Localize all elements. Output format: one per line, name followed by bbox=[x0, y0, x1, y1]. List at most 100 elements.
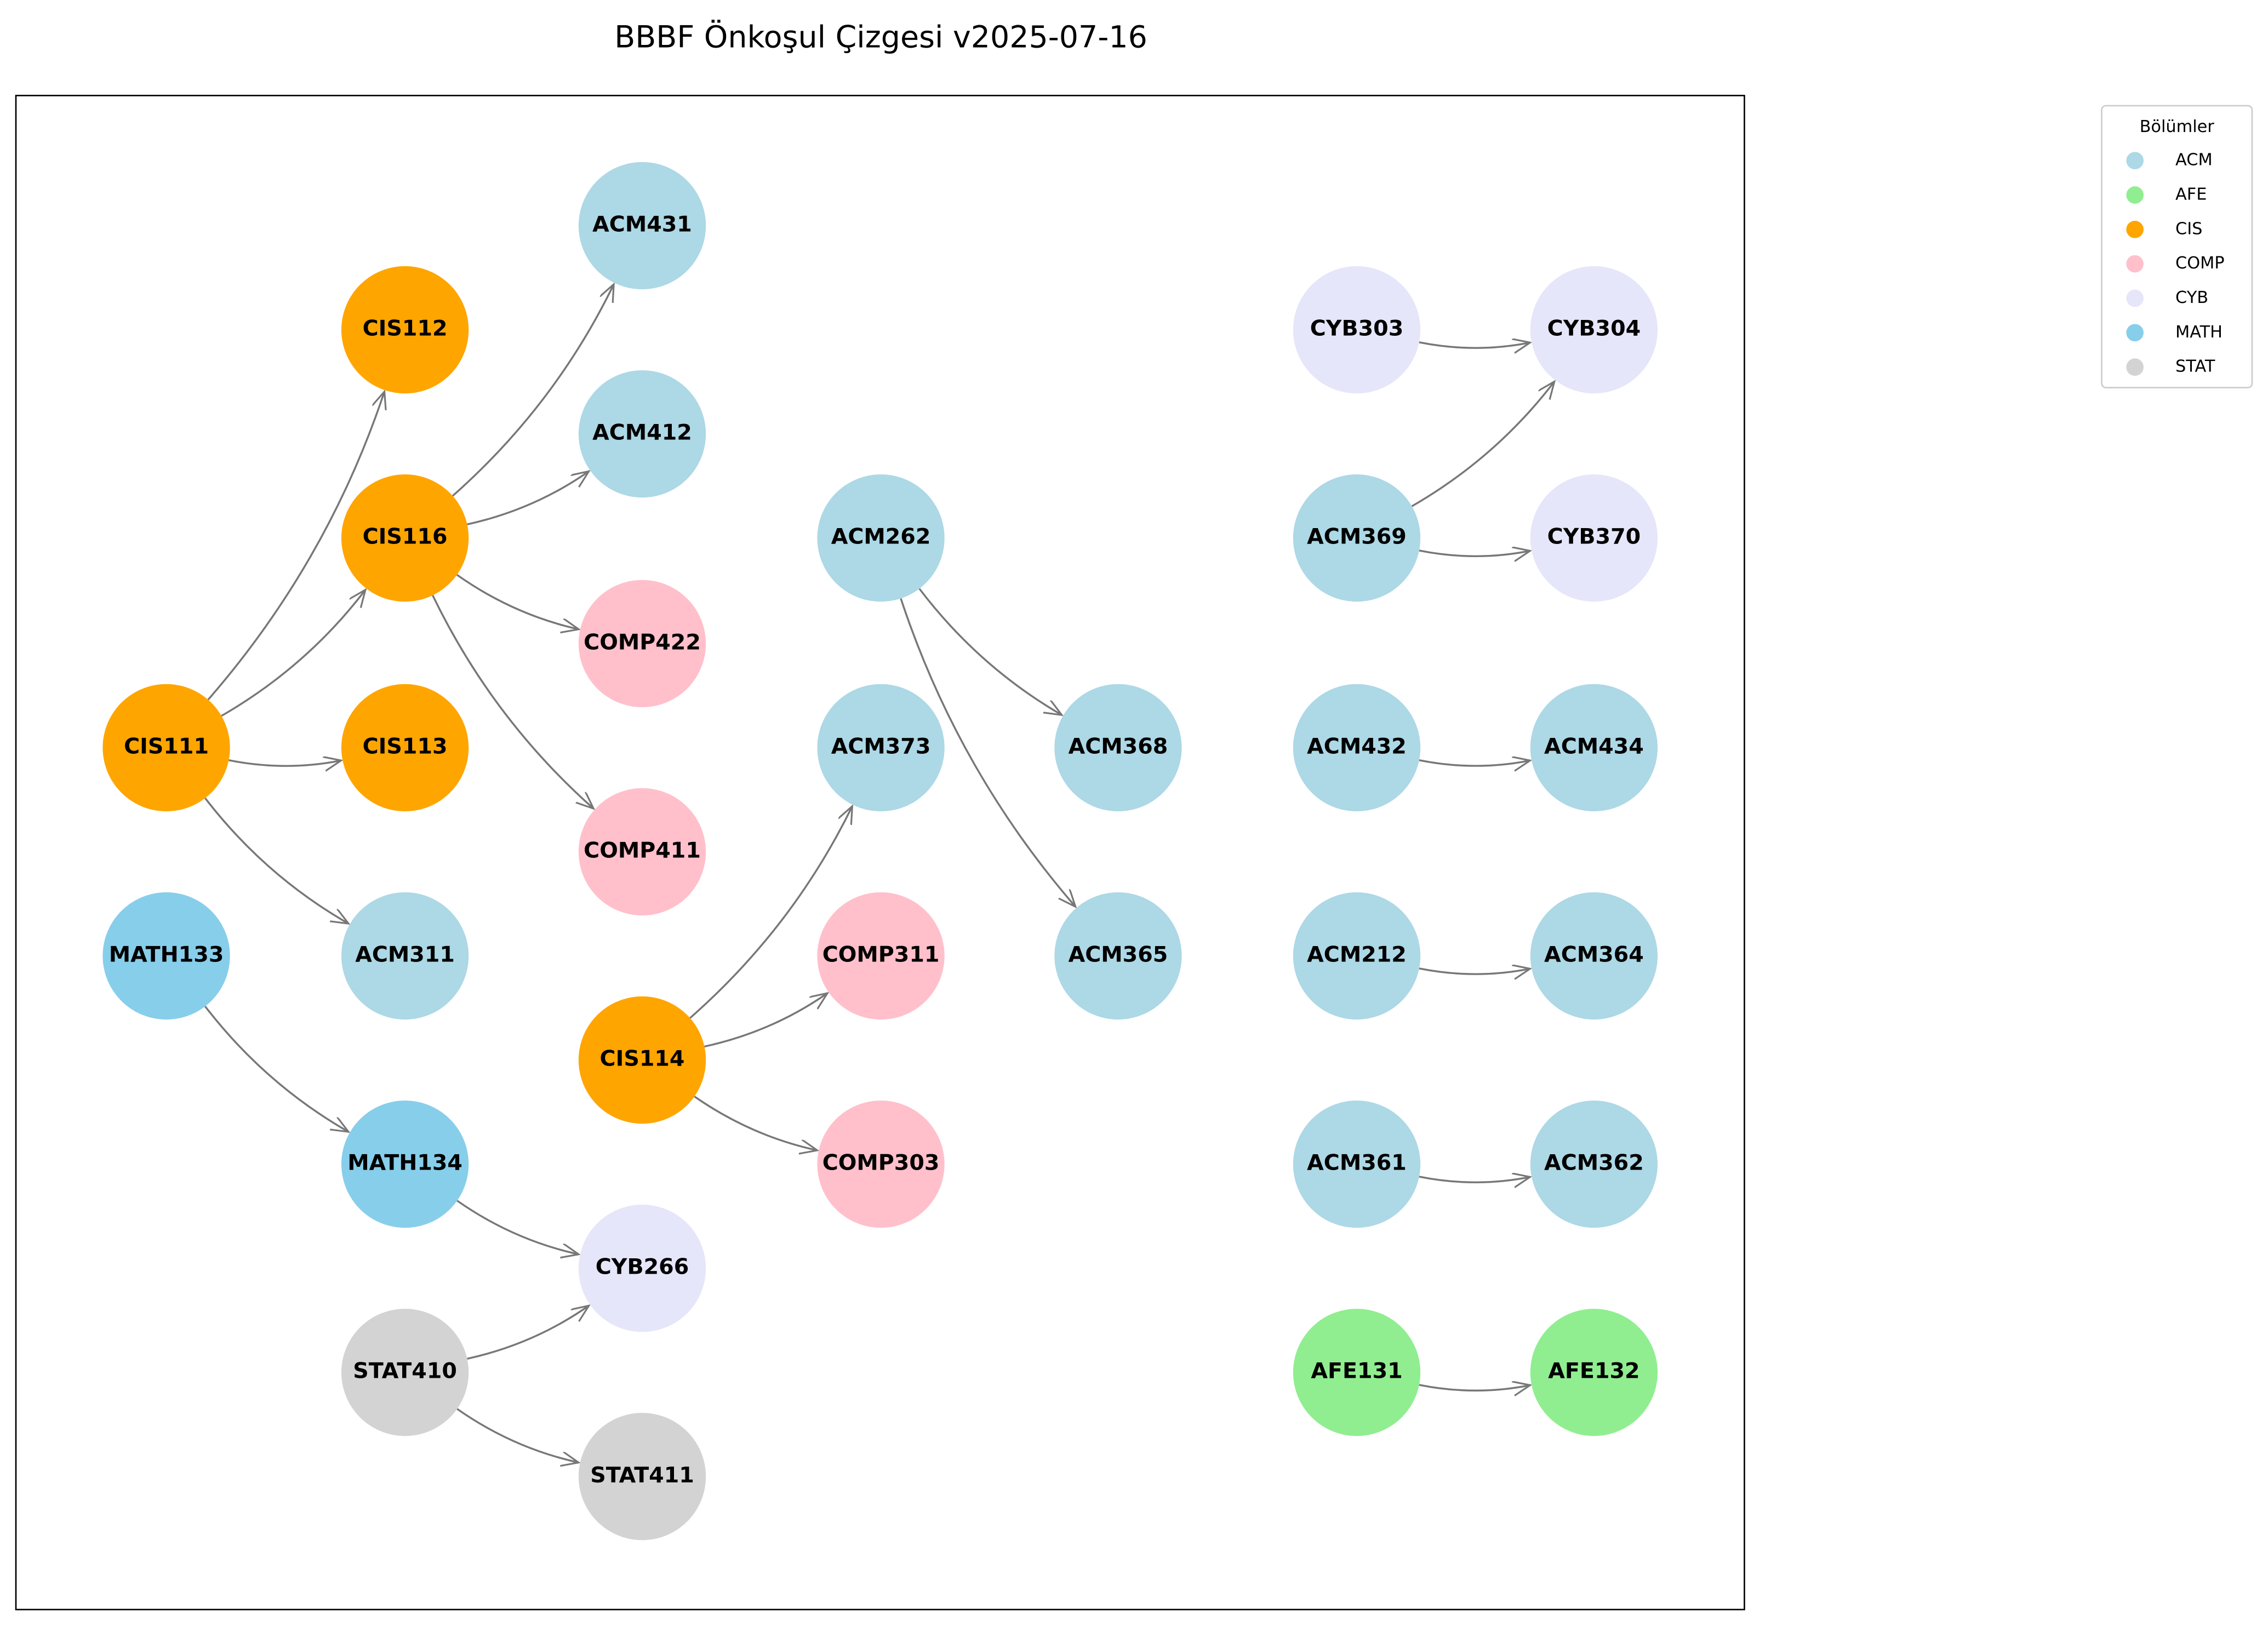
node-label: CIS112 bbox=[363, 316, 448, 341]
edge bbox=[1419, 342, 1530, 348]
node-label: STAT411 bbox=[590, 1463, 694, 1488]
node-label: ACM212 bbox=[1307, 942, 1407, 967]
node-label: ACM412 bbox=[592, 420, 692, 445]
title: BBBF Önkoşul Çizgesi v2025-07-16 bbox=[614, 20, 1147, 55]
legend-marker bbox=[2126, 289, 2144, 307]
legend-label: ACM bbox=[2175, 151, 2213, 170]
legend-label: COMP bbox=[2175, 254, 2225, 273]
edge bbox=[689, 806, 852, 1019]
edge bbox=[204, 1006, 349, 1132]
node-label: CIS116 bbox=[363, 524, 448, 549]
edge bbox=[456, 1200, 579, 1254]
node bbox=[1293, 892, 1421, 1020]
node bbox=[817, 474, 945, 602]
node-label: AFE132 bbox=[1548, 1359, 1639, 1384]
edge bbox=[1419, 969, 1530, 974]
edge bbox=[456, 574, 579, 629]
node-label: ACM434 bbox=[1544, 734, 1644, 759]
edge bbox=[452, 284, 614, 497]
legend-box bbox=[2101, 105, 2253, 388]
legend-marker bbox=[2126, 324, 2144, 342]
legend-label: CYB bbox=[2175, 288, 2208, 307]
edge bbox=[704, 993, 828, 1048]
legend-label: MATH bbox=[2175, 323, 2223, 342]
edge bbox=[1419, 760, 1530, 766]
legend-label: STAT bbox=[2175, 357, 2215, 376]
edge bbox=[456, 1408, 579, 1463]
node-label: COMP311 bbox=[822, 942, 940, 967]
node-label: ACM364 bbox=[1544, 942, 1644, 967]
node bbox=[1054, 684, 1182, 812]
node-label: STAT410 bbox=[353, 1359, 457, 1384]
node bbox=[817, 892, 945, 1020]
node bbox=[1530, 474, 1658, 602]
node-label: CIS114 bbox=[600, 1046, 685, 1072]
node-label: MATH133 bbox=[109, 942, 224, 967]
node bbox=[341, 892, 469, 1020]
node bbox=[1530, 684, 1658, 812]
edge bbox=[432, 594, 594, 809]
node-label: ACM365 bbox=[1069, 942, 1168, 967]
node-label: ACM432 bbox=[1307, 734, 1407, 759]
node bbox=[578, 1413, 706, 1540]
node-label: COMP422 bbox=[584, 629, 701, 655]
node bbox=[578, 370, 706, 498]
edge bbox=[228, 760, 341, 766]
legend-title: Bölümler bbox=[2140, 117, 2215, 136]
node-label: ACM369 bbox=[1307, 524, 1407, 549]
node bbox=[578, 996, 706, 1124]
node bbox=[1530, 266, 1658, 394]
legend-label: AFE bbox=[2175, 185, 2207, 204]
edge bbox=[204, 797, 349, 924]
node-label: CYB304 bbox=[1547, 316, 1641, 341]
node bbox=[1293, 684, 1421, 812]
legend-marker bbox=[2126, 358, 2144, 376]
node-label: CYB266 bbox=[596, 1254, 689, 1280]
legend-marker bbox=[2126, 255, 2144, 273]
node-label: ACM262 bbox=[831, 524, 931, 549]
node bbox=[341, 1100, 469, 1228]
node-label: ACM362 bbox=[1544, 1150, 1644, 1176]
node-label: ACM361 bbox=[1307, 1150, 1407, 1176]
node bbox=[817, 684, 945, 812]
node-label: CYB370 bbox=[1547, 524, 1641, 549]
edge bbox=[207, 392, 385, 701]
legend-marker bbox=[2126, 186, 2144, 204]
edge bbox=[1419, 1177, 1530, 1182]
nodes: CIS111 MATH133 CIS112 CIS116 CIS113 ACM311 MAT… bbox=[102, 162, 1658, 1540]
node bbox=[578, 788, 706, 916]
node bbox=[1530, 1309, 1658, 1436]
node bbox=[1293, 474, 1421, 602]
legend-marker bbox=[2126, 152, 2144, 170]
node bbox=[578, 1205, 706, 1332]
node-label: CYB303 bbox=[1310, 316, 1404, 341]
legend-label: CIS bbox=[2175, 219, 2202, 238]
legend: Bölümler ACM AFE CIS COMP CYB MATH STAT bbox=[2101, 105, 2253, 388]
node bbox=[578, 580, 706, 707]
legend-marker bbox=[2126, 220, 2144, 238]
edge bbox=[694, 1096, 817, 1150]
node bbox=[341, 684, 469, 812]
node bbox=[1054, 892, 1182, 1020]
node bbox=[341, 266, 469, 394]
node-label: COMP411 bbox=[584, 838, 701, 863]
node bbox=[1293, 266, 1421, 394]
edge bbox=[918, 588, 1062, 715]
node-label: CIS111 bbox=[124, 734, 209, 759]
node-label: ACM373 bbox=[831, 734, 931, 759]
node bbox=[817, 1100, 945, 1228]
edges bbox=[204, 284, 1554, 1463]
node-label: ACM311 bbox=[355, 942, 455, 967]
node bbox=[1530, 1100, 1658, 1228]
edge bbox=[1419, 551, 1530, 556]
edge bbox=[900, 598, 1076, 907]
edge bbox=[467, 471, 589, 525]
node bbox=[578, 162, 706, 290]
node-label: ACM368 bbox=[1069, 734, 1168, 759]
node bbox=[1293, 1309, 1421, 1436]
node-label: ACM431 bbox=[592, 211, 692, 237]
node bbox=[102, 684, 230, 812]
node-label: AFE131 bbox=[1311, 1359, 1402, 1384]
